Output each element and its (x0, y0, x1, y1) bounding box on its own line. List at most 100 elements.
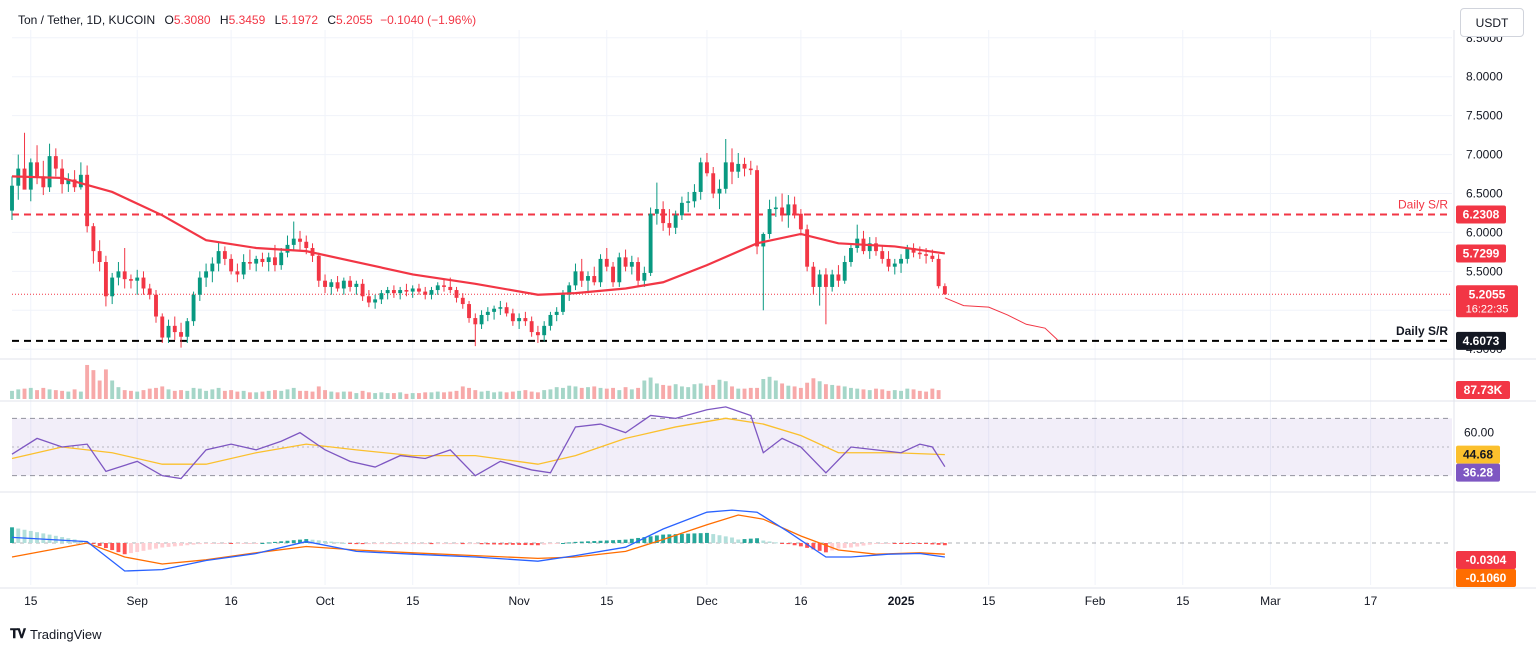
macd-histogram-bar (805, 543, 810, 548)
volume-bar (924, 391, 929, 399)
candle-body (830, 274, 835, 287)
macd-histogram-bar (448, 543, 453, 545)
macd-histogram-bar (661, 534, 666, 543)
macd-histogram-bar (410, 543, 415, 545)
candle-body (686, 201, 691, 203)
candle-body (673, 215, 678, 228)
brand-name: TradingView (30, 626, 102, 642)
axes: 15 Sep 16 Oct 15 Nov 15 Dec 16 2025 15 Feb 15 Mar 17 8.… (24, 31, 1503, 608)
candle-body (360, 283, 365, 297)
candle-body (291, 238, 296, 245)
candle-body (874, 243, 878, 252)
macd-histogram-bar (711, 534, 716, 543)
candle-body (391, 290, 396, 294)
macd-histogram-bar (172, 543, 177, 547)
candle-body (22, 168, 27, 190)
candle-body (10, 185, 14, 211)
volume-bar (767, 376, 772, 399)
volume-bar (661, 384, 666, 399)
macd-histogram-bar (135, 543, 140, 552)
macd-histogram-bar (179, 543, 183, 546)
candle-body (460, 297, 465, 305)
volume-bar (817, 381, 822, 399)
macd-histogram-bar (742, 539, 747, 543)
volume-bar (10, 390, 14, 399)
candle-body (667, 223, 672, 228)
candle-body (135, 277, 140, 281)
high-label: H (219, 13, 229, 27)
currency-button[interactable]: USDT (1460, 8, 1524, 37)
candle-body (535, 332, 540, 336)
macd-histogram-bar (592, 541, 597, 543)
candle-body (423, 291, 428, 295)
macd-histogram-bar (686, 533, 691, 543)
candle-body (679, 202, 684, 216)
rsi-tick-label: 60.00 (1464, 426, 1494, 440)
sma-badge (1456, 244, 1506, 263)
macd-histogram-bar (122, 543, 127, 555)
candle-body (504, 307, 509, 314)
candle-body (210, 263, 215, 272)
macd-pane (10, 509, 1452, 572)
candle-body (523, 318, 528, 322)
projection-polyline (944, 297, 1058, 341)
sma-polyline (11, 175, 946, 296)
candle-body (798, 213, 803, 230)
y-tick-label: 6.0000 (1466, 225, 1503, 239)
volume-bar (460, 386, 465, 399)
volume-bar (473, 390, 478, 399)
volume-bar (266, 390, 271, 399)
candle-body (329, 282, 334, 287)
candle-body (817, 274, 822, 287)
sma-line (11, 175, 946, 296)
macd-histogram-bar (917, 543, 922, 544)
low-value: 5.1972 (281, 13, 319, 27)
candle-body (91, 226, 96, 252)
volume-bar (611, 387, 615, 399)
candle-body (53, 156, 58, 169)
candle-body (78, 174, 83, 188)
candle-body (792, 204, 797, 214)
macd-histogram-bar (773, 542, 778, 544)
volume-bar (598, 387, 603, 399)
candle-body (141, 277, 146, 289)
macd-histogram-bar (147, 543, 152, 550)
volume-bar (773, 380, 778, 399)
symbol-legend: Ton / Tether, 1D, KUCOIN O5.3080 H5.3459… (18, 13, 476, 27)
macd-histogram-bar (629, 538, 634, 543)
macd-histogram-bar (911, 543, 916, 544)
macd-histogram-bar (798, 543, 803, 547)
macd-histogram-bar (329, 541, 334, 543)
macd-histogram-bar (241, 543, 246, 544)
candle-body (573, 271, 578, 286)
volume-bar (498, 391, 503, 399)
x-tick-label: Feb (1085, 594, 1106, 608)
candle-body (842, 262, 847, 281)
macd-histogram-bar (429, 543, 434, 545)
y-tick-label: 7.0000 (1466, 148, 1503, 162)
last-price-value: 5.2055 (1469, 287, 1506, 301)
macd-histogram-bar (717, 535, 722, 543)
volume-bar (648, 377, 653, 399)
y-tick-label: 8.0000 (1466, 70, 1503, 84)
candle-body (442, 285, 446, 287)
volume-bar (880, 389, 885, 399)
macd-histogram-bar (398, 543, 403, 545)
macd-histogram-bar (892, 543, 897, 544)
candle-body (323, 280, 327, 287)
brand-footer[interactable]: 𝐓𝐕 TradingView (10, 626, 102, 642)
volume-pane (10, 364, 941, 399)
candle-body (204, 271, 209, 278)
volume-bar (692, 384, 697, 399)
candle-body (629, 262, 634, 267)
macd-histogram-bar (341, 542, 346, 544)
candle-body (905, 248, 910, 259)
candle-body (247, 262, 252, 264)
volume-bar (567, 385, 572, 399)
candle-body (373, 299, 378, 303)
macd-histogram-bar (273, 541, 277, 543)
candle-body (335, 282, 340, 289)
macd-histogram-bar (442, 543, 446, 545)
